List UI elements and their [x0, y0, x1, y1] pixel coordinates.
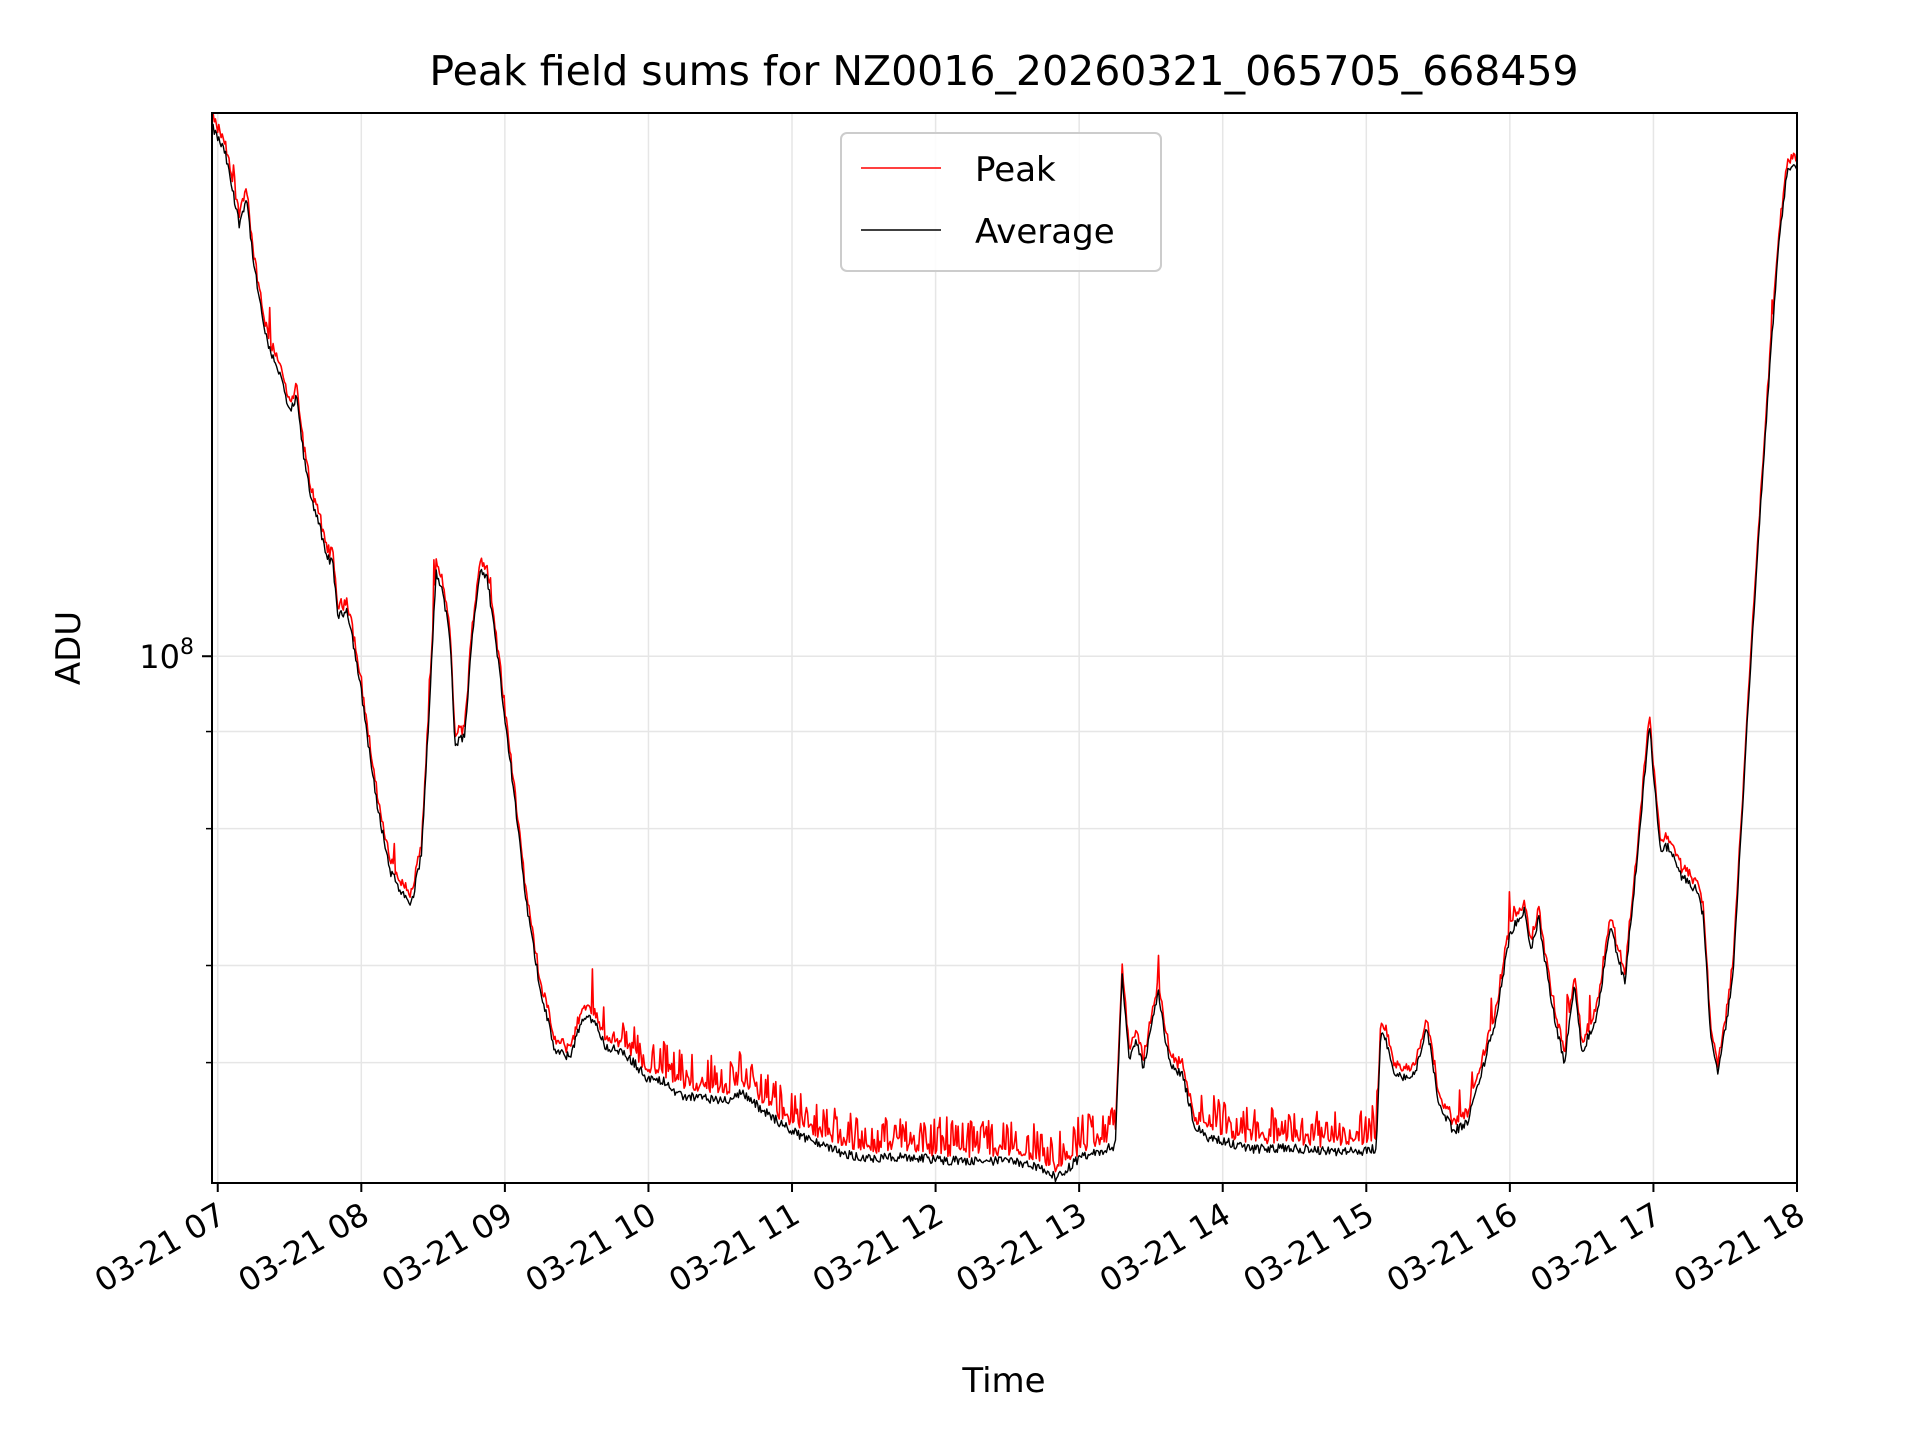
y-tick-label-base: 10 [139, 638, 180, 676]
legend-peak-label: Peak [975, 150, 1056, 190]
plot-frame [211, 112, 1798, 1184]
peak-series-line [212, 113, 1797, 1173]
legend: Peak Average [840, 132, 1162, 272]
y-tick-label: 108 [139, 635, 194, 676]
chart-title: Peak field sums for NZ0016_20260321_0657… [429, 47, 1578, 95]
x-axis-label: Time [961, 1361, 1045, 1401]
grid [212, 113, 1798, 1183]
legend-average-label: Average [975, 212, 1115, 252]
y-axis-label: ADU [49, 611, 89, 685]
series-lines [212, 113, 1797, 1183]
average-series-line [212, 123, 1797, 1183]
y-tick-label-exponent: 8 [180, 635, 194, 660]
